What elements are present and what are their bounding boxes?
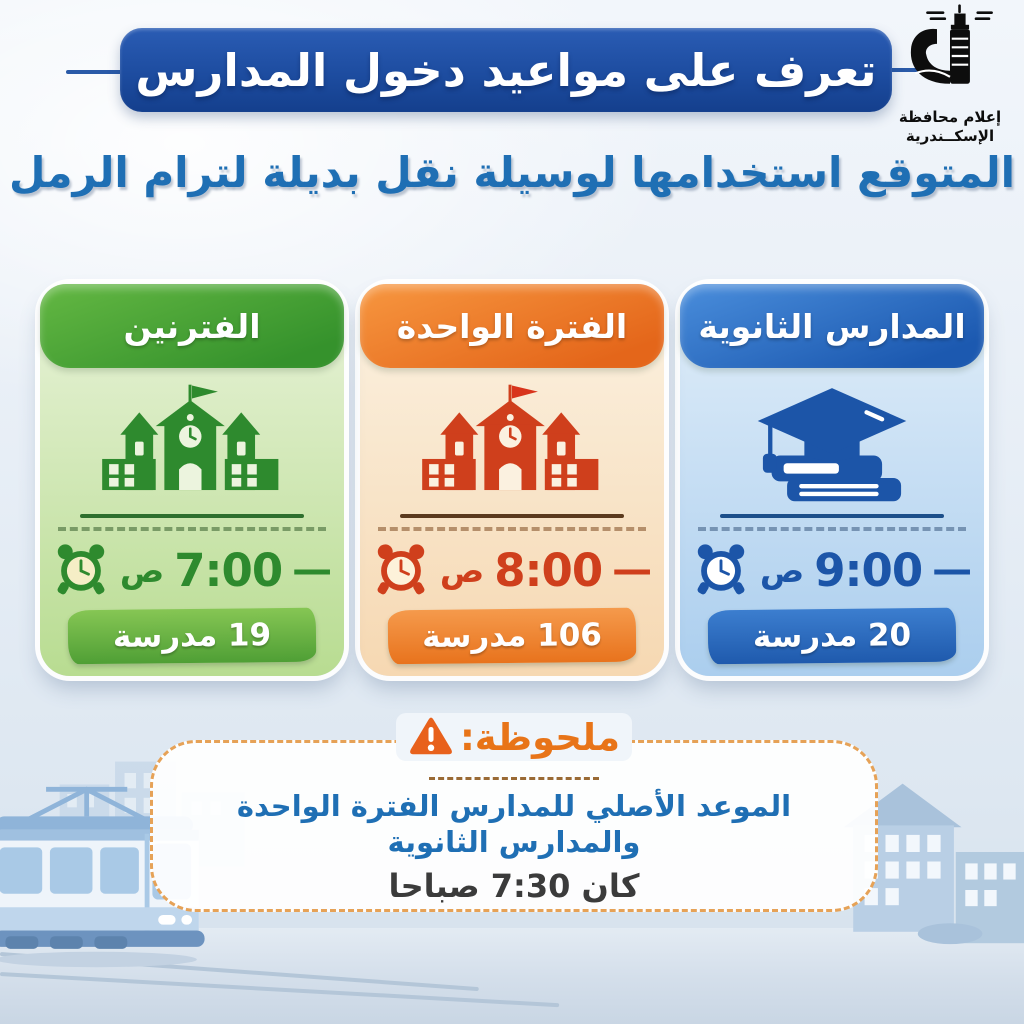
am-marker: ص (439, 550, 485, 590)
note-text: الموعد الأصلي للمدارس الفترة الواحدة وال… (236, 789, 792, 860)
note-original-time: كان 7:30 صباحا (388, 866, 640, 905)
am-marker: ص (759, 550, 805, 590)
entry-time: ص 9:00 — (692, 541, 972, 599)
note-title: ملحوظة: (396, 713, 632, 761)
time-value: 8:00 (494, 543, 603, 597)
card-two-periods: الفترنين (40, 284, 344, 676)
alarm-clock-icon (697, 544, 745, 595)
school-count-badge: 20 مدرسة (707, 607, 957, 665)
alarm-clock-icon (377, 544, 425, 595)
time-value: 9:00 (814, 543, 923, 597)
school-count: 20 مدرسة (752, 617, 912, 655)
note-title-underline (429, 777, 599, 780)
card-header: المدارس الثانوية (680, 284, 984, 368)
am-marker: ص (119, 550, 165, 590)
note-box: ملحوظة: الموعد الأصلي للمدارس الفترة الو… (150, 713, 878, 912)
banner-title: تعرف على مواعيد دخول المدارس (135, 43, 877, 97)
decorative-line (66, 70, 124, 74)
school-count-badge: 106 مدرسة (387, 607, 637, 665)
time-dash: — (292, 547, 333, 593)
warning-triangle-icon (410, 717, 452, 755)
subtitle: المتوقع استخدامها لوسيلة نقل بديلة لترام… (0, 148, 1024, 197)
card-title: الفترنين (123, 306, 261, 346)
alexandria-lighthouse-icon (910, 4, 993, 84)
time-dash: — (932, 547, 973, 593)
alarm-clock-icon (57, 544, 105, 595)
card-body: ص 9:00 — 20 مدرسة (680, 368, 984, 676)
governorate-logo: إعلام محافظة الإسكــندرية (882, 4, 1018, 146)
icon-baseline (399, 514, 625, 518)
decorative-line (886, 68, 938, 72)
logo-text-line1: إعلام محافظة (898, 108, 1002, 126)
graduation-cap-books-icon (737, 380, 927, 512)
banner: تعرف على مواعيد دخول المدارس (120, 28, 892, 112)
card-single-period: الفترة الواحدة (360, 284, 664, 676)
school-count: 106 مدرسة (421, 617, 603, 655)
icon-baseline (719, 514, 945, 518)
card-header: الفترنين (40, 284, 344, 368)
time-value: 7:00 (174, 543, 283, 597)
card-secondary-schools: المدارس الثانوية (680, 284, 984, 676)
dashed-divider (698, 527, 966, 531)
card-body: ص 8:00 — 106 مدرسة (360, 368, 664, 676)
school-building-icon (97, 380, 287, 512)
card-header: الفترة الواحدة (360, 284, 664, 368)
card-title: الفترة الواحدة (396, 306, 628, 346)
subtitle-text: المتوقع استخدامها لوسيلة نقل بديلة لترام… (8, 148, 1016, 197)
entry-time: ص 8:00 — (372, 541, 652, 599)
dashed-divider (378, 527, 646, 531)
card-title: المدارس الثانوية (698, 306, 966, 346)
time-dash: — (612, 547, 653, 593)
card-body: ص 7:00 — 19 مدرسة (40, 368, 344, 676)
icon-baseline (79, 514, 305, 518)
school-count-badge: 19 مدرسة (67, 607, 317, 665)
logo-text-line2: الإسكــندرية (905, 126, 995, 145)
tram-icon (0, 786, 205, 968)
entry-time: ص 7:00 — (52, 541, 332, 599)
note-title-text: ملحوظة: (460, 715, 620, 759)
school-count: 19 مدرسة (112, 617, 272, 655)
school-building-icon (417, 380, 607, 512)
dashed-divider (58, 527, 326, 531)
schedule-cards: المدارس الثانوية (40, 284, 984, 676)
